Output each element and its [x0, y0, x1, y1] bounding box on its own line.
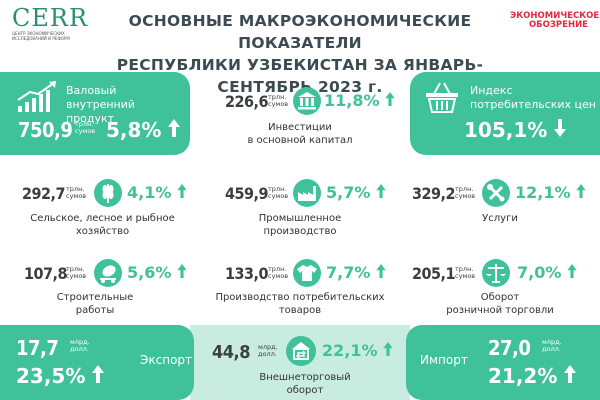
retail-growth: 7,0%	[517, 263, 577, 282]
export-growth: 23,5%	[16, 364, 105, 388]
export-value: 17,7	[16, 336, 59, 360]
gdp-growth: 5,8%	[106, 118, 181, 142]
arrow-up-icon	[564, 365, 577, 383]
page-title: ОСНОВНЫЕ МАКРОЭКОНОМИЧЕСКИЕ ПОКАЗАТЕЛИ Р…	[116, 12, 484, 96]
services-growth: 12,1%	[515, 183, 586, 202]
arrow-up-icon	[567, 264, 577, 278]
export-unit: млрд. долл.	[70, 338, 90, 353]
trade-growth: 22,1%	[322, 341, 393, 360]
arrow-up-icon	[376, 264, 386, 278]
trade-label: Внешнеторговый оборот	[259, 372, 351, 396]
import-panel: Импорт 27,0 млрд. долл. 21,2%	[406, 325, 600, 400]
arrow-up-icon	[385, 92, 395, 106]
arrow-up-icon	[92, 365, 105, 383]
cerr-logo: CERR ЦЕНТР ЭКОНОМИЧЕСКИХ ИССЛЕДОВАНИЙ И …	[12, 6, 92, 41]
arrow-up-icon	[576, 184, 586, 198]
import-growth: 21,2%	[488, 364, 577, 388]
retail-value: 205,1	[412, 264, 456, 283]
arrow-up-icon	[168, 119, 181, 137]
growth-chart-icon	[17, 81, 56, 112]
export-panel: 17,7 млрд. долл. 23,5% Экспорт	[0, 325, 194, 400]
investments-growth: 11,8%	[324, 91, 395, 110]
agriculture-value: 292,7	[22, 184, 66, 203]
construction-growth: 5,6%	[127, 263, 187, 282]
cpi-value: 105,1%	[464, 118, 567, 142]
logo-subtitle: ЦЕНТР ЭКОНОМИЧЕСКИХ ИССЛЕДОВАНИЙ И РЕФОР…	[12, 31, 70, 41]
cpi-panel: Индекс потребительских цен 105,1%	[410, 72, 600, 155]
import-value: 27,0	[488, 336, 531, 360]
services-value: 329,2	[412, 184, 456, 203]
services-label: Услуги	[482, 213, 518, 224]
gdp-label: Валовый внутренний продукт	[66, 84, 136, 125]
arrow-down-icon	[554, 119, 567, 137]
construction-label: Строительные работы	[56, 292, 134, 316]
retail-unit: трлн. сумов	[455, 265, 476, 280]
investments-unit: трлн. сумов	[268, 93, 289, 108]
consumer-goods-growth: 7,7%	[326, 263, 386, 282]
services-unit: трлн. сумов	[455, 185, 476, 200]
import-label: Импорт	[420, 353, 468, 367]
gdp-unit: трлн. сумов	[75, 120, 96, 135]
investments-label: Инвестиции в основной капитал	[247, 122, 353, 146]
trade-house-icon	[286, 336, 316, 366]
industry-unit: трлн. сумов	[268, 185, 289, 200]
consumer-goods-value: 133,0	[225, 264, 269, 283]
cpi-label: Индекс потребительских цен	[470, 84, 596, 111]
gdp-value: 750,9	[18, 118, 73, 142]
export-label: Экспорт	[140, 353, 193, 367]
basket-icon	[426, 82, 458, 113]
tshirt-icon	[293, 259, 321, 287]
gdp-panel: Валовый внутренний продукт 750,9 трлн. су…	[0, 72, 190, 155]
industry-growth: 5,7%	[326, 183, 386, 202]
arrow-up-icon	[177, 184, 187, 198]
agriculture-unit: трлн. сумов	[66, 185, 87, 200]
wheat-icon	[94, 179, 122, 207]
retail-label: Оборот розничной торговли	[446, 292, 554, 316]
cement-mixer-icon	[94, 259, 122, 287]
import-unit: млрд. долл.	[542, 338, 562, 353]
factory-icon	[293, 179, 321, 207]
tools-icon	[482, 179, 510, 207]
logo-text: CERR	[12, 4, 89, 32]
scales-icon	[482, 259, 510, 287]
agriculture-growth: 4,1%	[127, 183, 187, 202]
arrow-up-icon	[177, 264, 187, 278]
industry-label: Промышленное производство	[258, 213, 342, 237]
consumer-goods-label: Производство потребительских товаров	[215, 292, 385, 316]
arrow-up-icon	[376, 184, 386, 198]
eo-logo: ЭКОНОМИЧЕСКОЕ ОБОЗРЕНИЕ	[510, 11, 600, 30]
construction-value: 107,8	[24, 264, 68, 283]
construction-unit: трлн. сумов	[66, 265, 87, 280]
arrow-up-icon	[383, 342, 393, 356]
bank-icon	[293, 87, 321, 115]
trade-unit: млрд. долл.	[258, 343, 278, 358]
consumer-goods-unit: трлн. сумов	[268, 265, 289, 280]
agriculture-label: Сельское, лесное и рыбное хозяйство	[30, 213, 175, 237]
trade-value: 44,8	[212, 342, 250, 363]
investments-value: 226,6	[225, 92, 269, 111]
industry-value: 459,9	[225, 184, 269, 203]
